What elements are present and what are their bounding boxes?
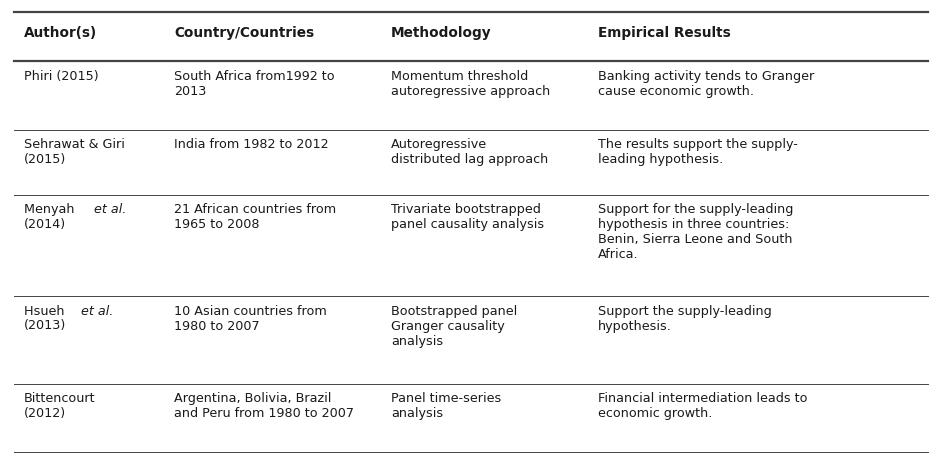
Text: South Africa from1992 to
2013: South Africa from1992 to 2013 [174,70,335,98]
Text: Bittencourt
(2012): Bittencourt (2012) [24,392,95,420]
Text: Empirical Results: Empirical Results [598,25,731,40]
Text: Phiri (2015): Phiri (2015) [24,70,98,83]
Text: Banking activity tends to Granger
cause economic growth.: Banking activity tends to Granger cause … [598,70,815,98]
Text: Trivariate bootstrapped
panel causality analysis: Trivariate bootstrapped panel causality … [391,203,544,231]
Text: The results support the supply-
leading hypothesis.: The results support the supply- leading … [598,138,798,166]
Text: Support for the supply-leading
hypothesis in three countries:
Benin, Sierra Leon: Support for the supply-leading hypothesi… [598,203,793,261]
Text: India from 1982 to 2012: India from 1982 to 2012 [174,138,329,152]
Text: Methodology: Methodology [391,25,492,40]
Text: Autoregressive
distributed lag approach: Autoregressive distributed lag approach [391,138,548,166]
Text: et al.: et al. [94,203,126,217]
Text: Menyah: Menyah [24,203,78,217]
Text: Panel time-series
analysis: Panel time-series analysis [391,392,501,420]
Text: 21 African countries from
1965 to 2008: 21 African countries from 1965 to 2008 [174,203,336,231]
Text: Bootstrapped panel
Granger causality
analysis: Bootstrapped panel Granger causality ana… [391,305,517,348]
Text: Argentina, Bolivia, Brazil
and Peru from 1980 to 2007: Argentina, Bolivia, Brazil and Peru from… [174,392,354,420]
Text: Financial intermediation leads to
economic growth.: Financial intermediation leads to econom… [598,392,807,420]
Text: Country/Countries: Country/Countries [174,25,315,40]
Text: Author(s): Author(s) [24,25,97,40]
Text: 10 Asian countries from
1980 to 2007: 10 Asian countries from 1980 to 2007 [174,305,327,333]
Text: et al.: et al. [81,305,113,318]
Text: Momentum threshold
autoregressive approach: Momentum threshold autoregressive approa… [391,70,550,98]
Text: Support the supply-leading
hypothesis.: Support the supply-leading hypothesis. [598,305,771,333]
Text: Hsueh: Hsueh [24,305,68,318]
Text: (2013): (2013) [24,319,66,332]
Text: Sehrawat & Giri
(2015): Sehrawat & Giri (2015) [24,138,124,166]
Text: (2014): (2014) [24,218,66,231]
